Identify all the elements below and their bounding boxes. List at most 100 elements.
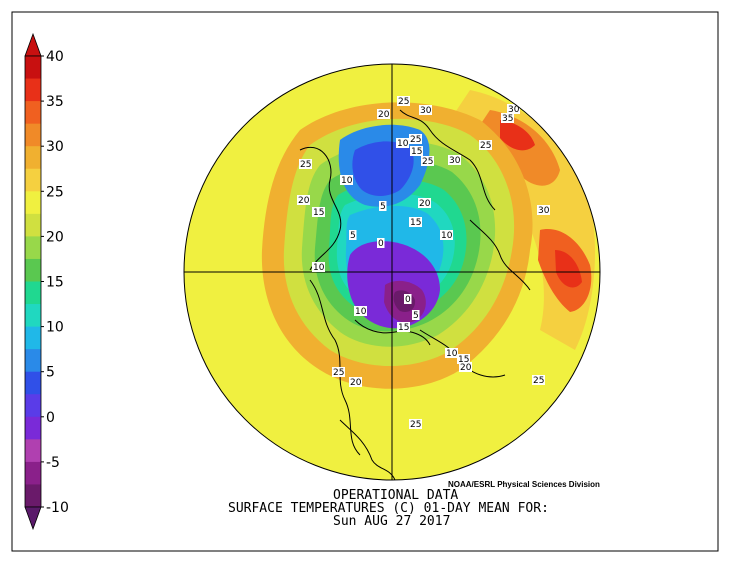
contour-label-background (410, 146, 423, 156)
colorbar-segment (25, 236, 41, 260)
contour-label: 25 (410, 135, 421, 145)
contour-label: 30 (449, 156, 461, 166)
colorbar-tick-label: 40 (46, 49, 64, 65)
colorbar-segment (25, 123, 41, 147)
colorbar (24, 32, 42, 531)
contour-label: 30 (508, 105, 520, 115)
contour-label: 25 (422, 157, 433, 167)
contour-label-background (532, 375, 545, 385)
contour-label-background (409, 217, 422, 227)
colorbar-segment (25, 191, 41, 215)
contour-label: 10 (355, 307, 367, 317)
contour-label-background (332, 367, 345, 377)
colorbar-segment (25, 78, 41, 102)
colorbar-tick-label: -10 (46, 500, 69, 516)
colorbar-segment (25, 416, 41, 440)
contour-label: 20 (460, 363, 472, 373)
contour-label-background (379, 201, 387, 211)
contour-label: 5 (380, 202, 386, 212)
contour-label-background (459, 362, 472, 372)
colorbar-segment (25, 56, 41, 80)
colorbar-segment (25, 213, 41, 237)
contour-label: 15 (398, 323, 409, 333)
contour-label: 10 (446, 349, 458, 359)
contour-label: 20 (350, 378, 362, 388)
colorbar-tick-label: 30 (46, 139, 64, 155)
contour-label: 25 (333, 368, 344, 378)
colorbar-segment (25, 168, 41, 192)
contour-label: 35 (502, 114, 513, 124)
colorbar-segment (25, 439, 41, 463)
contour-label-background (397, 96, 410, 106)
contour-label: 15 (313, 208, 324, 218)
contour-label: 30 (420, 106, 432, 116)
contour-label-background (479, 140, 492, 150)
caption-line-2: SURFACE TEMPERATURES (C) 01-DAY MEAN FOR… (228, 501, 549, 516)
deep-blue-region (352, 141, 414, 196)
contour-label: 20 (298, 196, 310, 206)
contour-label: 0 (405, 295, 411, 305)
colorbar-tick-label: 0 (46, 410, 55, 426)
colorbar-tick-label: 5 (46, 365, 55, 381)
contour-label-background (397, 322, 410, 332)
contour-label-background (419, 105, 432, 115)
contour-label-background (501, 113, 514, 123)
contour-label: 25 (480, 141, 491, 151)
contour-label-background (409, 419, 422, 429)
contour-label: 20 (419, 199, 431, 209)
colorbar-arrow-bottom (24, 506, 42, 531)
caption-line-1: OPERATIONAL DATA (333, 488, 458, 503)
colorbar-segment (25, 326, 41, 350)
contour-label: 25 (410, 420, 421, 430)
map-edge (183, 63, 601, 481)
contour-label: 25 (398, 97, 409, 107)
contour-label: 10 (441, 231, 453, 241)
colorbar-tick-label: 20 (46, 229, 64, 245)
contour-label-background (354, 306, 367, 316)
contour-label: 15 (410, 218, 421, 228)
contour-label: 5 (350, 231, 356, 241)
colorbar-segment (25, 371, 41, 395)
credit-text: NOAA/ESRL Physical Sciences Division (448, 480, 600, 489)
contour-label-background (404, 294, 412, 304)
contour-label-background (421, 156, 434, 166)
contour-label: 0 (378, 239, 384, 249)
hot-core-india (555, 250, 582, 288)
contour-label-background (312, 207, 325, 217)
contour-label: 5 (413, 311, 419, 321)
contour-label-background (377, 238, 385, 248)
contour-label-background (440, 230, 453, 240)
contour-label-background (537, 205, 550, 215)
contour-label: 10 (397, 139, 409, 149)
contour-label-background (412, 310, 420, 320)
colorbar-segment (25, 258, 41, 282)
colorbar-segment (25, 146, 41, 170)
colorbar-tick-label: 25 (46, 184, 64, 200)
colorbar-segment (25, 394, 41, 418)
contour-label-background (409, 134, 422, 144)
contour-label-background (377, 109, 390, 119)
contour-label-background (340, 175, 353, 185)
colorbar-segment (25, 281, 41, 305)
colorbar-segment (25, 101, 41, 125)
colorbar-tick-label: 15 (46, 275, 64, 291)
colorbar-tick-label: 35 (46, 94, 64, 110)
contour-label-background (445, 348, 458, 358)
contour-label: 25 (533, 376, 544, 386)
contour-label-background (448, 155, 461, 165)
contour-label-background (457, 354, 470, 364)
contour-label-background (396, 138, 409, 148)
contour-label: 25 (300, 160, 311, 170)
contour-label: 10 (341, 176, 353, 186)
contour-label: 15 (458, 355, 469, 365)
contour-label: 10 (313, 263, 325, 273)
contour-label: 20 (378, 110, 390, 120)
contour-label-background (349, 377, 362, 387)
contour-label-background (418, 198, 431, 208)
colorbar-segment (25, 304, 41, 328)
colorbar-segment (25, 461, 41, 485)
colorbar-tick-labels: 40 35 30 25 20 15 10 5 0 -5 -10 (41, 49, 69, 516)
